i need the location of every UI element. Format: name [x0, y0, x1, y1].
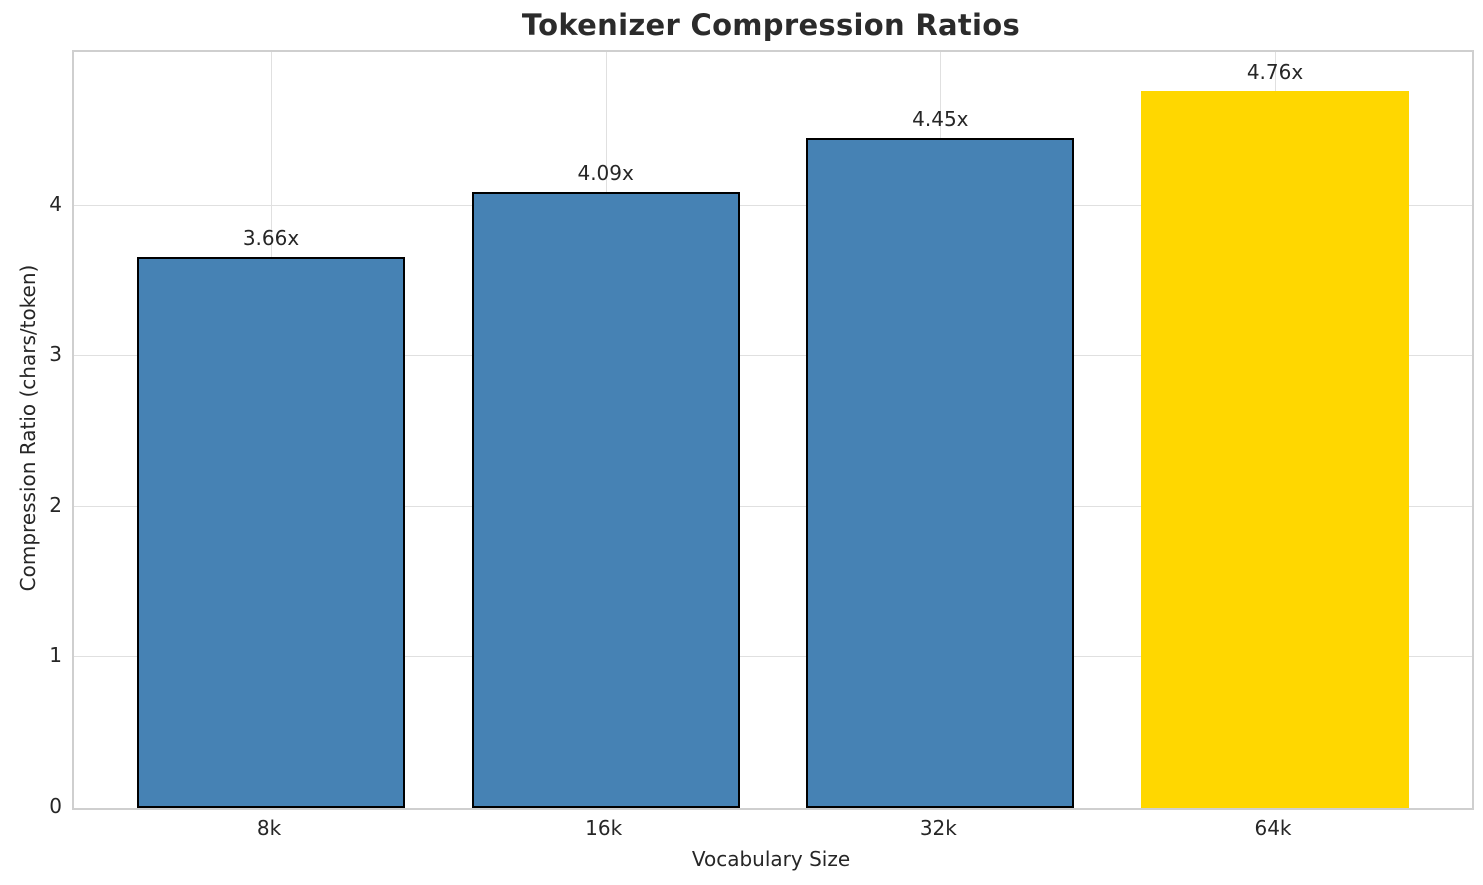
- y-tick-label: 2: [49, 492, 62, 517]
- chart-title: Tokenizer Compression Ratios: [521, 8, 1021, 42]
- bar-16k: [471, 192, 740, 808]
- y-tick-label: 0: [49, 794, 62, 818]
- bar-value-label-16k: 4.09x: [577, 161, 634, 186]
- y-tick-label: 1: [49, 643, 62, 668]
- bar-value-label-8k: 3.66x: [242, 225, 300, 250]
- x-axis-label: Vocabulary Size: [691, 847, 851, 871]
- bar-value-label-64k: 4.76x: [1246, 60, 1304, 85]
- y-tick-label: 3: [49, 342, 62, 367]
- gridline-horizontal: [74, 505, 1472, 507]
- gridline-horizontal: [74, 355, 1472, 357]
- y-axis-label-text: Compression Ratio (chars/token): [16, 264, 40, 592]
- y-tick-label: 4: [49, 191, 62, 216]
- x-tick-label-64k: 64k: [1254, 816, 1292, 840]
- bar-value-label-32k: 4.45x: [912, 106, 969, 131]
- gridline-horizontal: [74, 204, 1472, 206]
- gridline-horizontal: [74, 656, 1472, 658]
- x-tick-label-32k: 32k: [919, 816, 957, 840]
- x-tick-label-16k: 16k: [585, 816, 623, 840]
- plot-area: 3.66x 4.09x 4.45x 4.76x: [72, 50, 1474, 810]
- bar-8k: [137, 256, 405, 808]
- x-tick-label-8k: 8k: [256, 816, 282, 840]
- bar-32k: [806, 137, 1075, 808]
- bar-64k: [1141, 91, 1409, 808]
